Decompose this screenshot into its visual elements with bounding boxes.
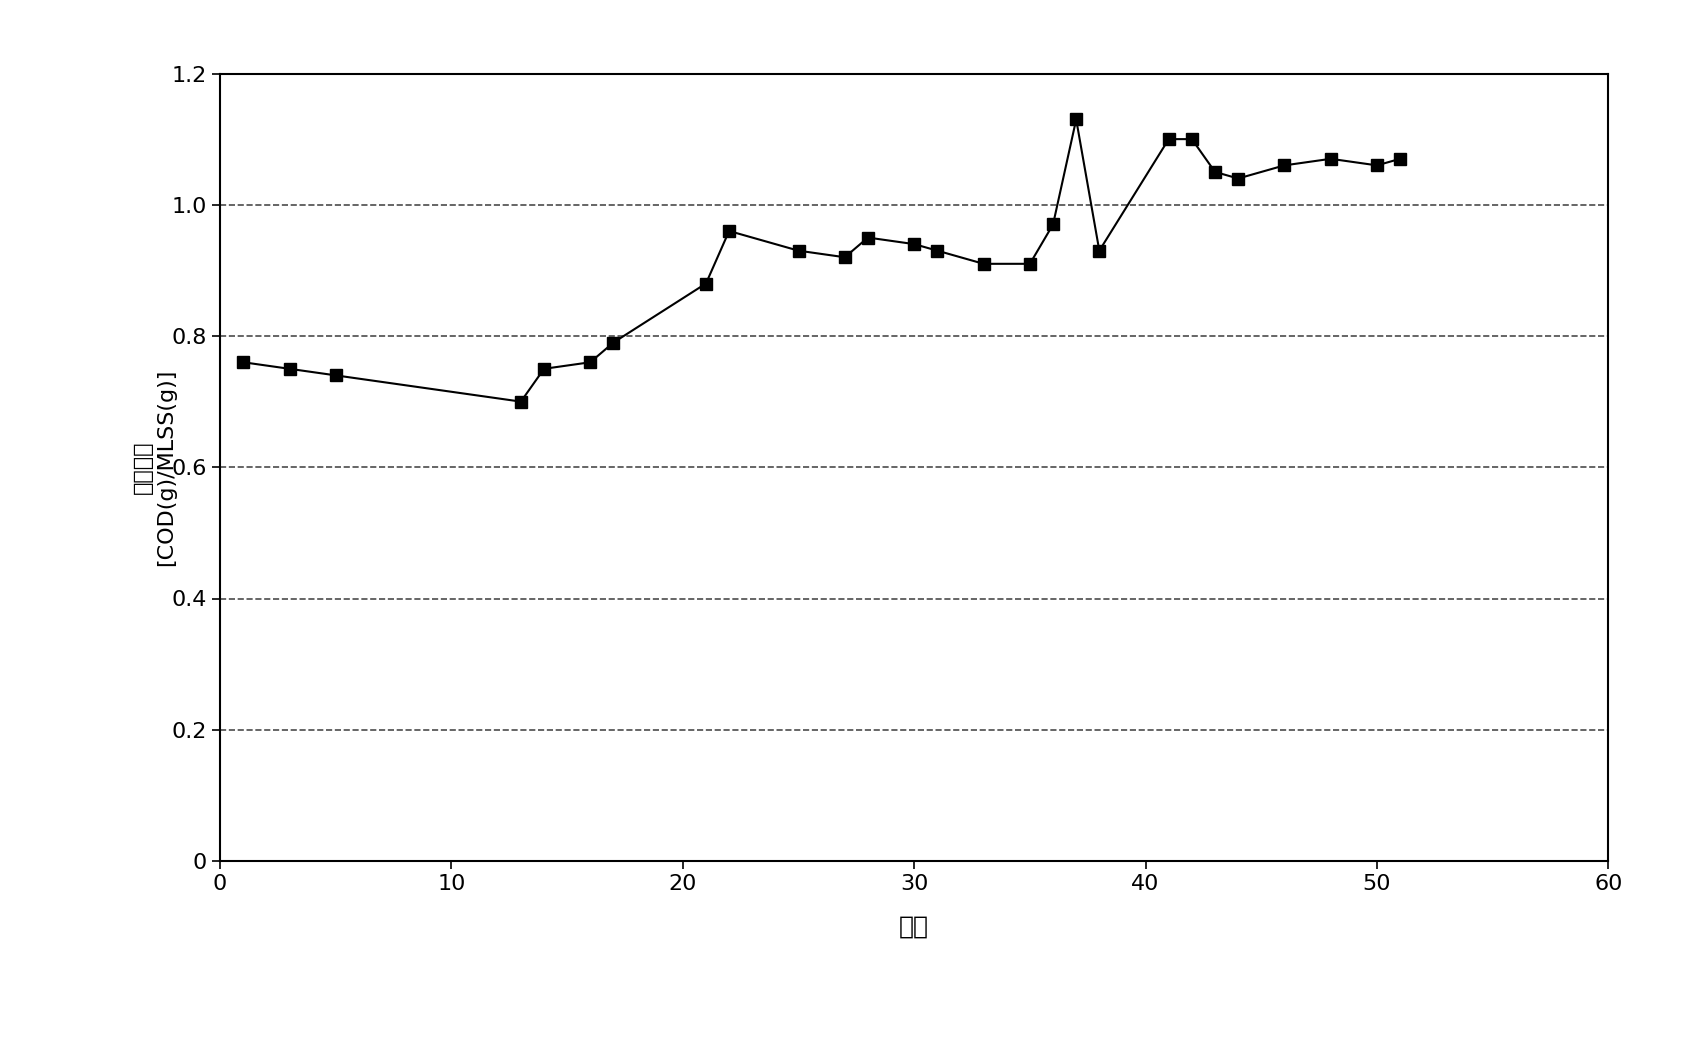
- X-axis label: 天数: 天数: [899, 915, 929, 939]
- Y-axis label: 污泥负荷
[COD(g)/MLSS(g)]: 污泥负荷 [COD(g)/MLSS(g)]: [134, 369, 176, 566]
